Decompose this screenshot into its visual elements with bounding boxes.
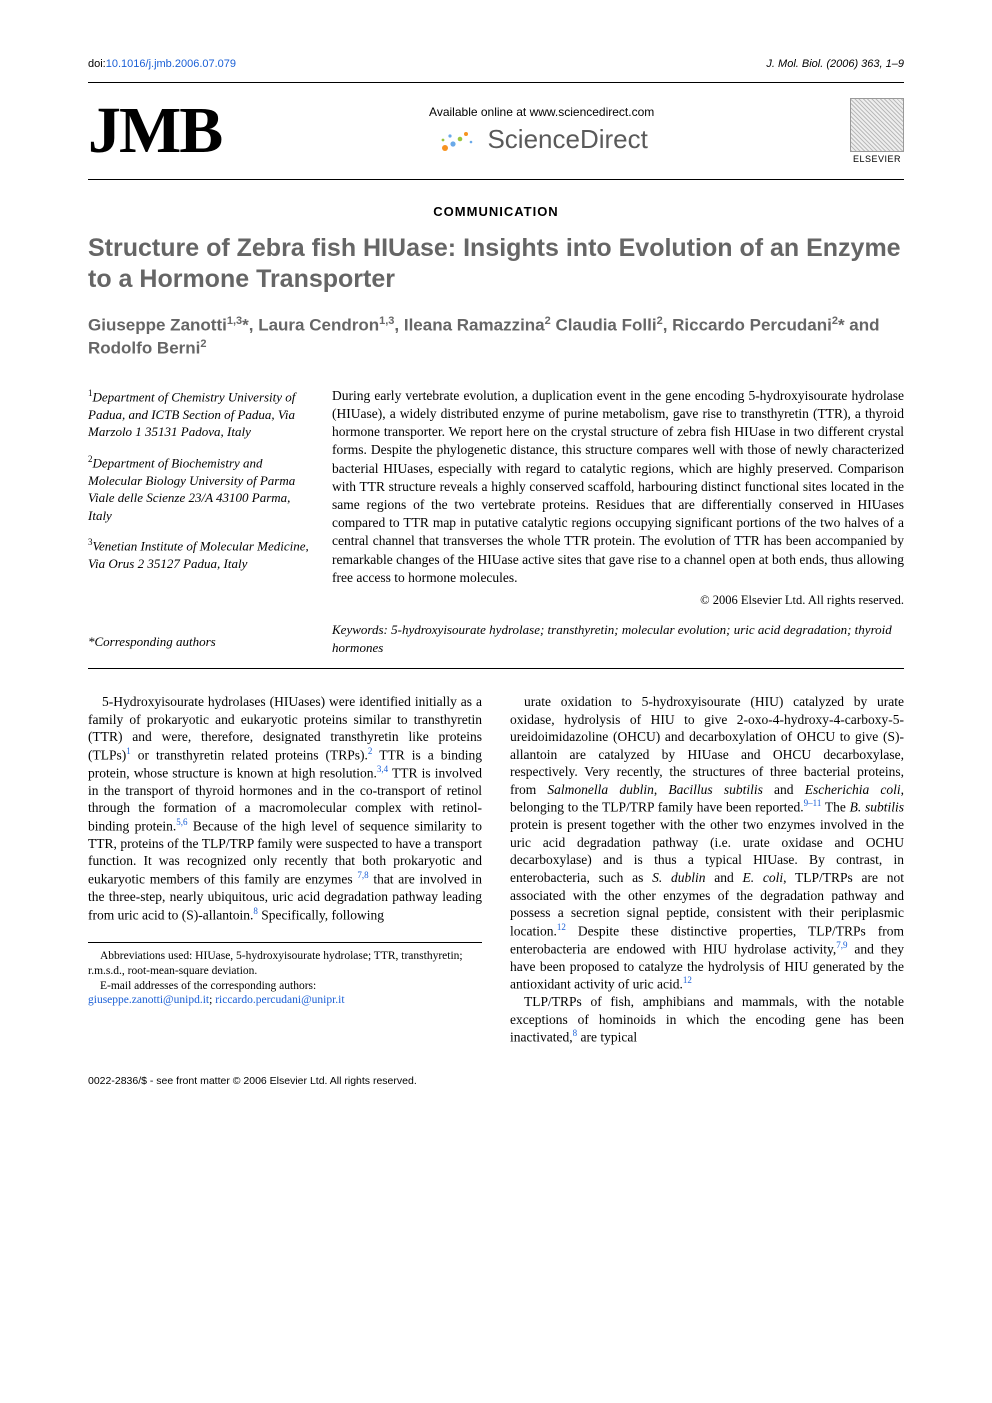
aff-text: Department of Chemistry University of Pa… <box>88 389 295 439</box>
article-title: Structure of Zebra fish HIUase: Insights… <box>88 233 904 296</box>
sciencedirect-word: ScienceDirect <box>487 124 647 155</box>
body-col-right: urate oxidation to 5-hydroxyisourate (HI… <box>510 693 904 1046</box>
affiliation-1: 1Department of Chemistry University of P… <box>88 387 310 441</box>
abstract-column: During early vertebrate evolution, a dup… <box>332 387 904 656</box>
corresponding-authors: *Corresponding authors <box>88 633 310 651</box>
authors-line: Giuseppe Zanotti1,3*, Laura Cendron1,3, … <box>88 314 904 361</box>
abbrev-footnote: Abbreviations used: HIUase, 5-hydroxyiso… <box>88 949 482 979</box>
header-center: Available online at www.sciencedirect.co… <box>249 103 834 159</box>
aff-text: Venetian Institute of Molecular Medicine… <box>88 539 309 572</box>
corr-email-1[interactable]: giuseppe.zanotti@unipd.it <box>88 994 209 1006</box>
doi-label: doi: <box>88 58 106 70</box>
body-para: TLP/TRPs of fish, amphibians and mammals… <box>510 993 904 1046</box>
communication-label: COMMUNICATION <box>88 204 904 219</box>
keywords-label: Keywords: <box>332 622 388 637</box>
email-footnote: E-mail addresses of the corresponding au… <box>88 979 482 1009</box>
body-para: 5-Hydroxyisourate hydrolases (HIUases) w… <box>88 693 482 924</box>
elsevier-logo-block: ELSEVIER <box>850 98 904 164</box>
front-matter-line: 0022-2836/$ - see front matter © 2006 El… <box>88 1075 904 1087</box>
copyright-line: © 2006 Elsevier Ltd. All rights reserved… <box>332 592 904 609</box>
doi-link[interactable]: 10.1016/j.jmb.2006.07.079 <box>106 58 236 70</box>
available-online-text: Available online at www.sciencedirect.co… <box>249 105 834 119</box>
body-col-left: 5-Hydroxyisourate hydrolases (HIUases) w… <box>88 693 482 1046</box>
body-columns: 5-Hydroxyisourate hydrolases (HIUases) w… <box>88 693 904 1046</box>
elsevier-tree-icon <box>850 98 904 152</box>
doi: doi:10.1016/j.jmb.2006.07.079 <box>88 58 236 70</box>
body-para: urate oxidation to 5-hydroxyisourate (HI… <box>510 693 904 993</box>
aff-abstract-block: 1Department of Chemistry University of P… <box>88 387 904 669</box>
aff-text: Department of Biochemistry and Molecular… <box>88 455 295 523</box>
sciencedirect-swoosh-icon <box>435 126 479 154</box>
elsevier-text: ELSEVIER <box>853 154 901 164</box>
keywords-block: Keywords: 5-hydroxyisourate hydrolase; t… <box>332 621 904 656</box>
top-meta-line: doi:10.1016/j.jmb.2006.07.079 J. Mol. Bi… <box>88 58 904 70</box>
journal-header: JMB Available online at www.sciencedirec… <box>88 82 904 180</box>
abstract-text: During early vertebrate evolution, a dup… <box>332 387 904 587</box>
sciencedirect-brand: ScienceDirect <box>435 124 647 155</box>
journal-ref: J. Mol. Biol. (2006) 363, 1–9 <box>766 58 904 70</box>
affiliation-3: 3Venetian Institute of Molecular Medicin… <box>88 536 310 572</box>
jmb-logo: JMB <box>88 93 221 169</box>
affiliations-column: 1Department of Chemistry University of P… <box>88 387 310 656</box>
footnotes-block: Abbreviations used: HIUase, 5-hydroxyiso… <box>88 942 482 1009</box>
affiliation-2: 2Department of Biochemistry and Molecula… <box>88 453 310 525</box>
corr-email-2[interactable]: riccardo.percudani@unipr.it <box>215 994 344 1006</box>
email-label: E-mail addresses of the corresponding au… <box>100 980 316 992</box>
keywords-text: 5-hydroxyisourate hydrolase; transthyret… <box>332 622 892 655</box>
